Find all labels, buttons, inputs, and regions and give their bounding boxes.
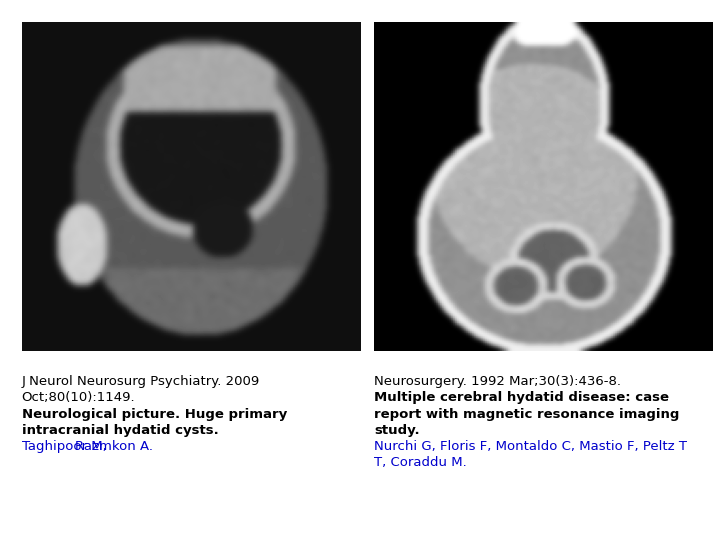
Text: Razmkon A.: Razmkon A.: [75, 440, 153, 453]
Text: report with magnetic resonance imaging: report with magnetic resonance imaging: [374, 408, 680, 421]
Text: Nurchi G, Floris F, Montaldo C, Mastio F, Peltz T: Nurchi G, Floris F, Montaldo C, Mastio F…: [374, 440, 688, 453]
Text: Neurosurgery. 1992 Mar;30(3):436-8.: Neurosurgery. 1992 Mar;30(3):436-8.: [374, 375, 621, 388]
Text: T, Coraddu M.: T, Coraddu M.: [374, 456, 467, 469]
Text: Oct;80(10):1149.: Oct;80(10):1149.: [22, 392, 135, 404]
Text: Taghipoor M,: Taghipoor M,: [22, 440, 111, 453]
Text: J Neurol Neurosurg Psychiatry. 2009: J Neurol Neurosurg Psychiatry. 2009: [22, 375, 260, 388]
Text: Multiple cerebral hydatid disease: case: Multiple cerebral hydatid disease: case: [374, 392, 670, 404]
Text: Neurological picture. Huge primary: Neurological picture. Huge primary: [22, 408, 287, 421]
Text: intracranial hydatid cysts.: intracranial hydatid cysts.: [22, 424, 218, 437]
Text: study.: study.: [374, 424, 420, 437]
